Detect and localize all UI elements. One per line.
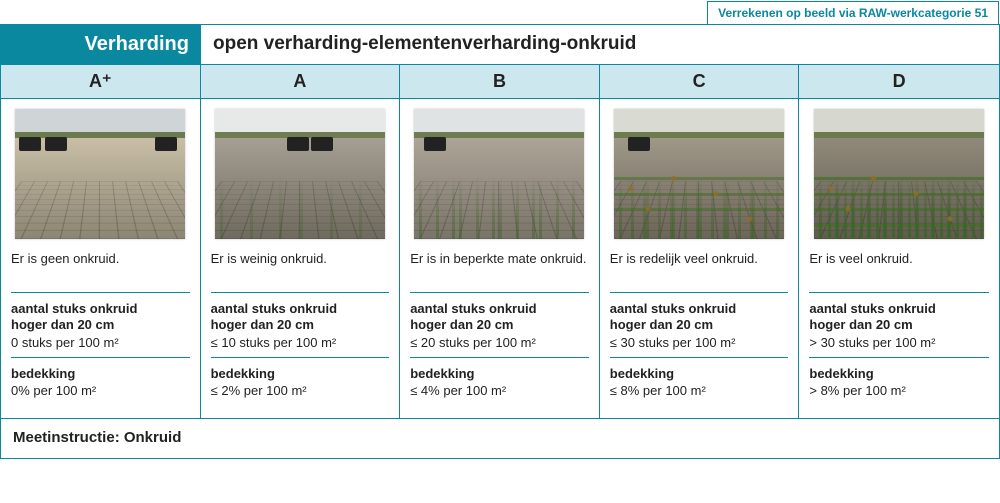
criterion-value: ≤ 4% per 100 m²: [410, 382, 589, 400]
grade-description: Er is redelijk veel onkruid.: [610, 249, 789, 293]
criterion-title: aantal stuks onkruid: [410, 301, 589, 317]
criterion-title: hoger dan 20 cm: [809, 317, 989, 333]
criterion-block: aantal stuks onkruidhoger dan 20 cm≤ 20 …: [410, 293, 589, 358]
col-header: D: [799, 65, 999, 98]
criterion-value: > 8% per 100 m²: [809, 382, 989, 400]
criterion-title: hoger dan 20 cm: [211, 317, 390, 333]
criterion-title: hoger dan 20 cm: [410, 317, 589, 333]
criterion-title: aantal stuks onkruid: [211, 301, 390, 317]
cells-row: Er is geen onkruid.aantal stuks onkruidh…: [1, 99, 999, 418]
grade-description: Er is weinig onkruid.: [211, 249, 390, 293]
criterion-block: bedekking0% per 100 m²: [11, 358, 190, 406]
criterion-title: aantal stuks onkruid: [809, 301, 989, 317]
criterion-title: hoger dan 20 cm: [11, 317, 190, 333]
criterion-block: bedekking≤ 2% per 100 m²: [211, 358, 390, 406]
criterion-title: bedekking: [211, 366, 390, 382]
criterion-value: ≤ 30 stuks per 100 m²: [610, 334, 789, 352]
criterion-value: 0 stuks per 100 m²: [11, 334, 190, 352]
col-header: A: [201, 65, 401, 98]
criterion-value: ≤ 2% per 100 m²: [211, 382, 390, 400]
top-note: Verrekenen op beeld via RAW-werkcategori…: [707, 1, 999, 24]
col-header: A⁺: [1, 65, 201, 98]
pavement-photo: [814, 109, 984, 239]
grade-cell: Er is redelijk veel onkruid.aantal stuks…: [600, 99, 800, 418]
criterion-title: bedekking: [410, 366, 589, 382]
criterion-block: bedekking> 8% per 100 m²: [809, 358, 989, 406]
criterion-block: bedekking≤ 8% per 100 m²: [610, 358, 789, 406]
criterion-block: bedekking≤ 4% per 100 m²: [410, 358, 589, 406]
col-header: C: [600, 65, 800, 98]
pavement-photo: [414, 109, 584, 239]
grade-cell: Er is geen onkruid.aantal stuks onkruidh…: [1, 99, 201, 418]
pavement-photo: [215, 109, 385, 239]
criterion-value: > 30 stuks per 100 m²: [809, 334, 989, 352]
criterion-value: ≤ 8% per 100 m²: [610, 382, 789, 400]
column-headers: A⁺ A B C D: [1, 65, 999, 99]
criterion-title: aantal stuks onkruid: [11, 301, 190, 317]
criterion-title: bedekking: [11, 366, 190, 382]
criterion-block: aantal stuks onkruidhoger dan 20 cm> 30 …: [809, 293, 989, 358]
criterion-value: ≤ 10 stuks per 100 m²: [211, 334, 390, 352]
col-header: B: [400, 65, 600, 98]
grade-cell: Er is in beperkte mate onkruid.aantal st…: [400, 99, 600, 418]
criterion-title: bedekking: [610, 366, 789, 382]
header-label: Verharding: [1, 25, 201, 64]
criterion-title: hoger dan 20 cm: [610, 317, 789, 333]
header-row: Verharding open verharding-elementenverh…: [1, 25, 999, 65]
grade-description: Er is veel onkruid.: [809, 249, 989, 293]
pavement-photo: [614, 109, 784, 239]
header-title: open verharding-elementenverharding-onkr…: [201, 25, 999, 64]
criterion-title: aantal stuks onkruid: [610, 301, 789, 317]
grade-description: Er is in beperkte mate onkruid.: [410, 249, 589, 293]
grade-cell: Er is weinig onkruid.aantal stuks onkrui…: [201, 99, 401, 418]
grade-description: Er is geen onkruid.: [11, 249, 190, 293]
criterion-title: bedekking: [809, 366, 989, 382]
criterion-block: aantal stuks onkruidhoger dan 20 cm0 stu…: [11, 293, 190, 358]
footer-instruction: Meetinstructie: Onkruid: [1, 418, 999, 458]
criterion-block: aantal stuks onkruidhoger dan 20 cm≤ 10 …: [211, 293, 390, 358]
card: Verrekenen op beeld via RAW-werkcategori…: [0, 24, 1000, 459]
grade-cell: Er is veel onkruid.aantal stuks onkruidh…: [799, 99, 999, 418]
criterion-value: ≤ 20 stuks per 100 m²: [410, 334, 589, 352]
criterion-block: aantal stuks onkruidhoger dan 20 cm≤ 30 …: [610, 293, 789, 358]
pavement-photo: [15, 109, 185, 239]
criterion-value: 0% per 100 m²: [11, 382, 190, 400]
